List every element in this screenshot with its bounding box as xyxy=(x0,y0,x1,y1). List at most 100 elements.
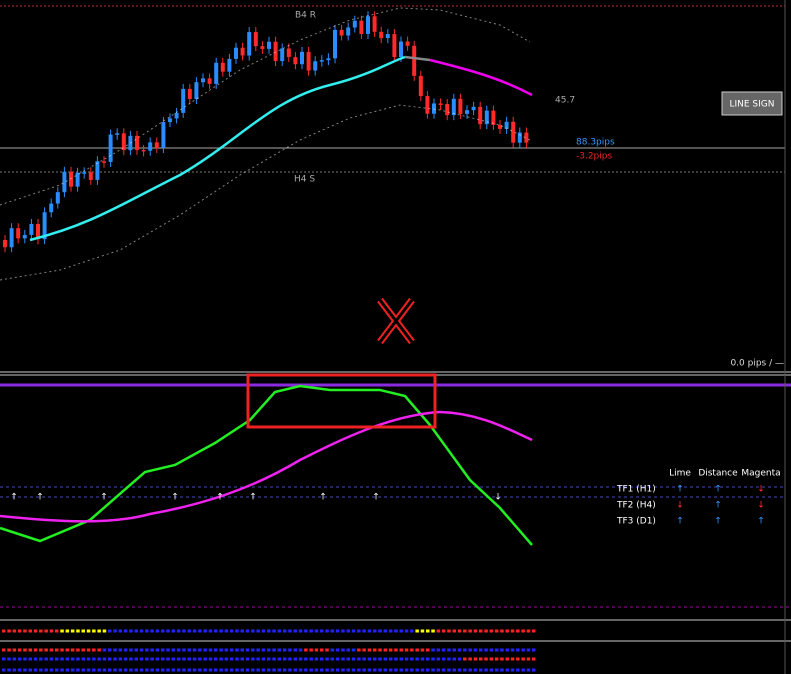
candle-body xyxy=(313,61,318,71)
signal-dot xyxy=(293,657,297,661)
signal-dot xyxy=(468,648,472,652)
signal-dot xyxy=(494,648,499,652)
candle-body xyxy=(379,31,384,39)
signal-dot xyxy=(245,629,250,633)
signal-dot xyxy=(447,668,451,672)
moving-average xyxy=(29,55,406,242)
candle-body xyxy=(253,32,258,47)
signal-dot xyxy=(341,657,345,661)
signal-arrow: ↑ xyxy=(714,485,722,495)
signal-dot xyxy=(436,657,441,661)
support-label: H4 S xyxy=(294,175,315,185)
candle-body xyxy=(95,161,100,180)
signal-dot xyxy=(272,668,276,672)
candle-body xyxy=(29,223,34,235)
candle-body xyxy=(385,34,390,39)
signal-dot xyxy=(60,629,64,633)
candle-body xyxy=(69,171,73,187)
signal-dot xyxy=(388,668,393,672)
signal-dot xyxy=(267,648,271,652)
signal-dot xyxy=(76,668,80,672)
signal-dot xyxy=(309,629,313,633)
signal-dot xyxy=(134,657,138,661)
signal-dot xyxy=(44,668,48,672)
candle-body xyxy=(3,240,7,248)
signal-dot xyxy=(113,629,117,633)
button-label[interactable]: LINE SIGN xyxy=(729,100,774,110)
signal-dot xyxy=(516,657,520,661)
signal-dot xyxy=(118,648,123,652)
signal-dot xyxy=(526,629,531,633)
signal-dot xyxy=(214,629,218,633)
candle-body xyxy=(366,16,370,34)
signal-dot xyxy=(489,657,494,661)
signal-dot xyxy=(145,629,149,633)
signal-dot xyxy=(219,657,223,661)
signal-dot xyxy=(86,648,91,652)
candle-body xyxy=(346,27,351,36)
candle-body xyxy=(260,46,265,49)
signal-dot xyxy=(277,657,282,661)
signal-dot xyxy=(155,668,160,672)
profit-pips: 88.3pips xyxy=(576,138,615,148)
signal-dot xyxy=(362,648,366,652)
signal-dot xyxy=(325,648,329,652)
signal-dot xyxy=(277,629,282,633)
signal-dot xyxy=(7,657,11,661)
signal-dot xyxy=(410,648,414,652)
candle-body xyxy=(372,16,377,32)
signal-dot xyxy=(394,629,398,633)
signal-dot xyxy=(12,648,17,652)
signal-dot xyxy=(367,648,372,652)
signal-dot xyxy=(505,648,509,652)
signal-dot xyxy=(463,668,467,672)
line-sign-button[interactable]: LINE SIGN xyxy=(721,91,783,116)
signal-dot xyxy=(129,629,133,633)
signal-dot xyxy=(39,657,43,661)
candle-body xyxy=(75,172,80,187)
candle-body xyxy=(524,132,529,143)
signal-dot xyxy=(383,648,388,652)
candle-body xyxy=(465,110,469,114)
signal-dot xyxy=(489,629,494,633)
signal-dot xyxy=(23,657,27,661)
signal-dot xyxy=(282,629,287,633)
signal-dot xyxy=(256,668,260,672)
signal-dot xyxy=(171,629,176,633)
signal-dot xyxy=(267,657,271,661)
candle-body xyxy=(471,106,476,111)
signal-dot xyxy=(473,668,478,672)
signal-dot xyxy=(314,629,319,633)
signal-dot xyxy=(373,648,377,652)
signal-dot xyxy=(261,629,266,633)
signal-dot xyxy=(473,657,478,661)
signal-dot xyxy=(489,668,494,672)
candle-body xyxy=(517,132,522,143)
signal-dot xyxy=(92,668,96,672)
signal-dot xyxy=(198,657,202,661)
signal-dot xyxy=(309,668,313,672)
signal-dot xyxy=(378,668,382,672)
signal-dot xyxy=(484,648,488,652)
signal-dot xyxy=(2,668,6,672)
signal-dot xyxy=(240,648,244,652)
signal-dot xyxy=(335,668,340,672)
signal-dot xyxy=(346,629,350,633)
up-arrow: ↑ xyxy=(10,493,18,503)
signal-dot xyxy=(441,629,446,633)
button-body[interactable] xyxy=(721,91,783,116)
signal-dot xyxy=(166,668,170,672)
signal-dot xyxy=(351,648,356,652)
signal-dot xyxy=(161,629,165,633)
candle-body xyxy=(319,60,324,62)
signal-dot xyxy=(145,668,149,672)
candle-body xyxy=(194,82,199,100)
signal-dot xyxy=(28,648,32,652)
signal-dot xyxy=(171,648,176,652)
signal-dot xyxy=(426,648,430,652)
signal-dot xyxy=(415,629,419,633)
signal-dot xyxy=(86,668,91,672)
signal-dot xyxy=(298,629,303,633)
signal-dot xyxy=(224,668,229,672)
